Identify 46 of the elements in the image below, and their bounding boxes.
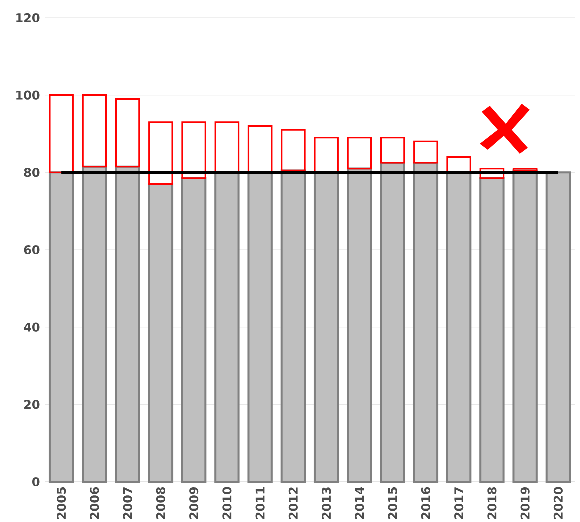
bar (181, 177, 207, 483)
bar (49, 94, 74, 174)
x-tick-label: 2015 (388, 488, 398, 520)
bar (480, 168, 505, 180)
bar (82, 166, 108, 483)
x-tick-label: 2020 (554, 487, 563, 520)
x-tick-label: 2010 (222, 487, 232, 520)
bar (512, 170, 538, 483)
x-tick-label: 2013 (322, 488, 332, 520)
bar (380, 162, 406, 483)
x-tick-label: 2007 (123, 488, 132, 520)
x-tick-label: 2016 (421, 487, 430, 520)
x-tick-label: 2006 (90, 487, 100, 520)
y-tick-label: 100 (16, 90, 40, 100)
x-tick-label: 2014 (355, 487, 364, 520)
x-tick-label: 2018 (488, 487, 497, 520)
y-tick-label: 0 (32, 477, 40, 487)
bar (48, 172, 74, 483)
bar (512, 168, 538, 172)
bar (115, 98, 140, 168)
bar (280, 170, 306, 483)
bar (281, 129, 306, 172)
bar (148, 122, 174, 186)
x-tick-label: 2017 (454, 488, 464, 520)
bar (115, 166, 140, 483)
bar (413, 162, 439, 483)
y-tick-label: 20 (24, 400, 40, 410)
x-tick-label: 2009 (190, 487, 199, 520)
x-tick-label: 2011 (256, 488, 265, 520)
bar (347, 137, 372, 170)
x-tick-label: 2012 (288, 488, 298, 520)
bar (380, 137, 406, 164)
x-tick-label: 2005 (57, 488, 66, 520)
bar (546, 172, 572, 483)
y-tick-label: 120 (16, 13, 40, 23)
y-tick-label: 80 (24, 168, 40, 178)
y-tick-label: 40 (24, 322, 40, 332)
bar (347, 168, 372, 483)
y-tick-label: 60 (24, 245, 40, 255)
bar (414, 140, 438, 164)
x-tick-label: 2008 (156, 487, 166, 520)
bar (148, 183, 174, 483)
bar (480, 177, 505, 483)
bar (182, 122, 206, 180)
bar (82, 94, 108, 168)
x-tick-label: 2019 (520, 487, 530, 520)
